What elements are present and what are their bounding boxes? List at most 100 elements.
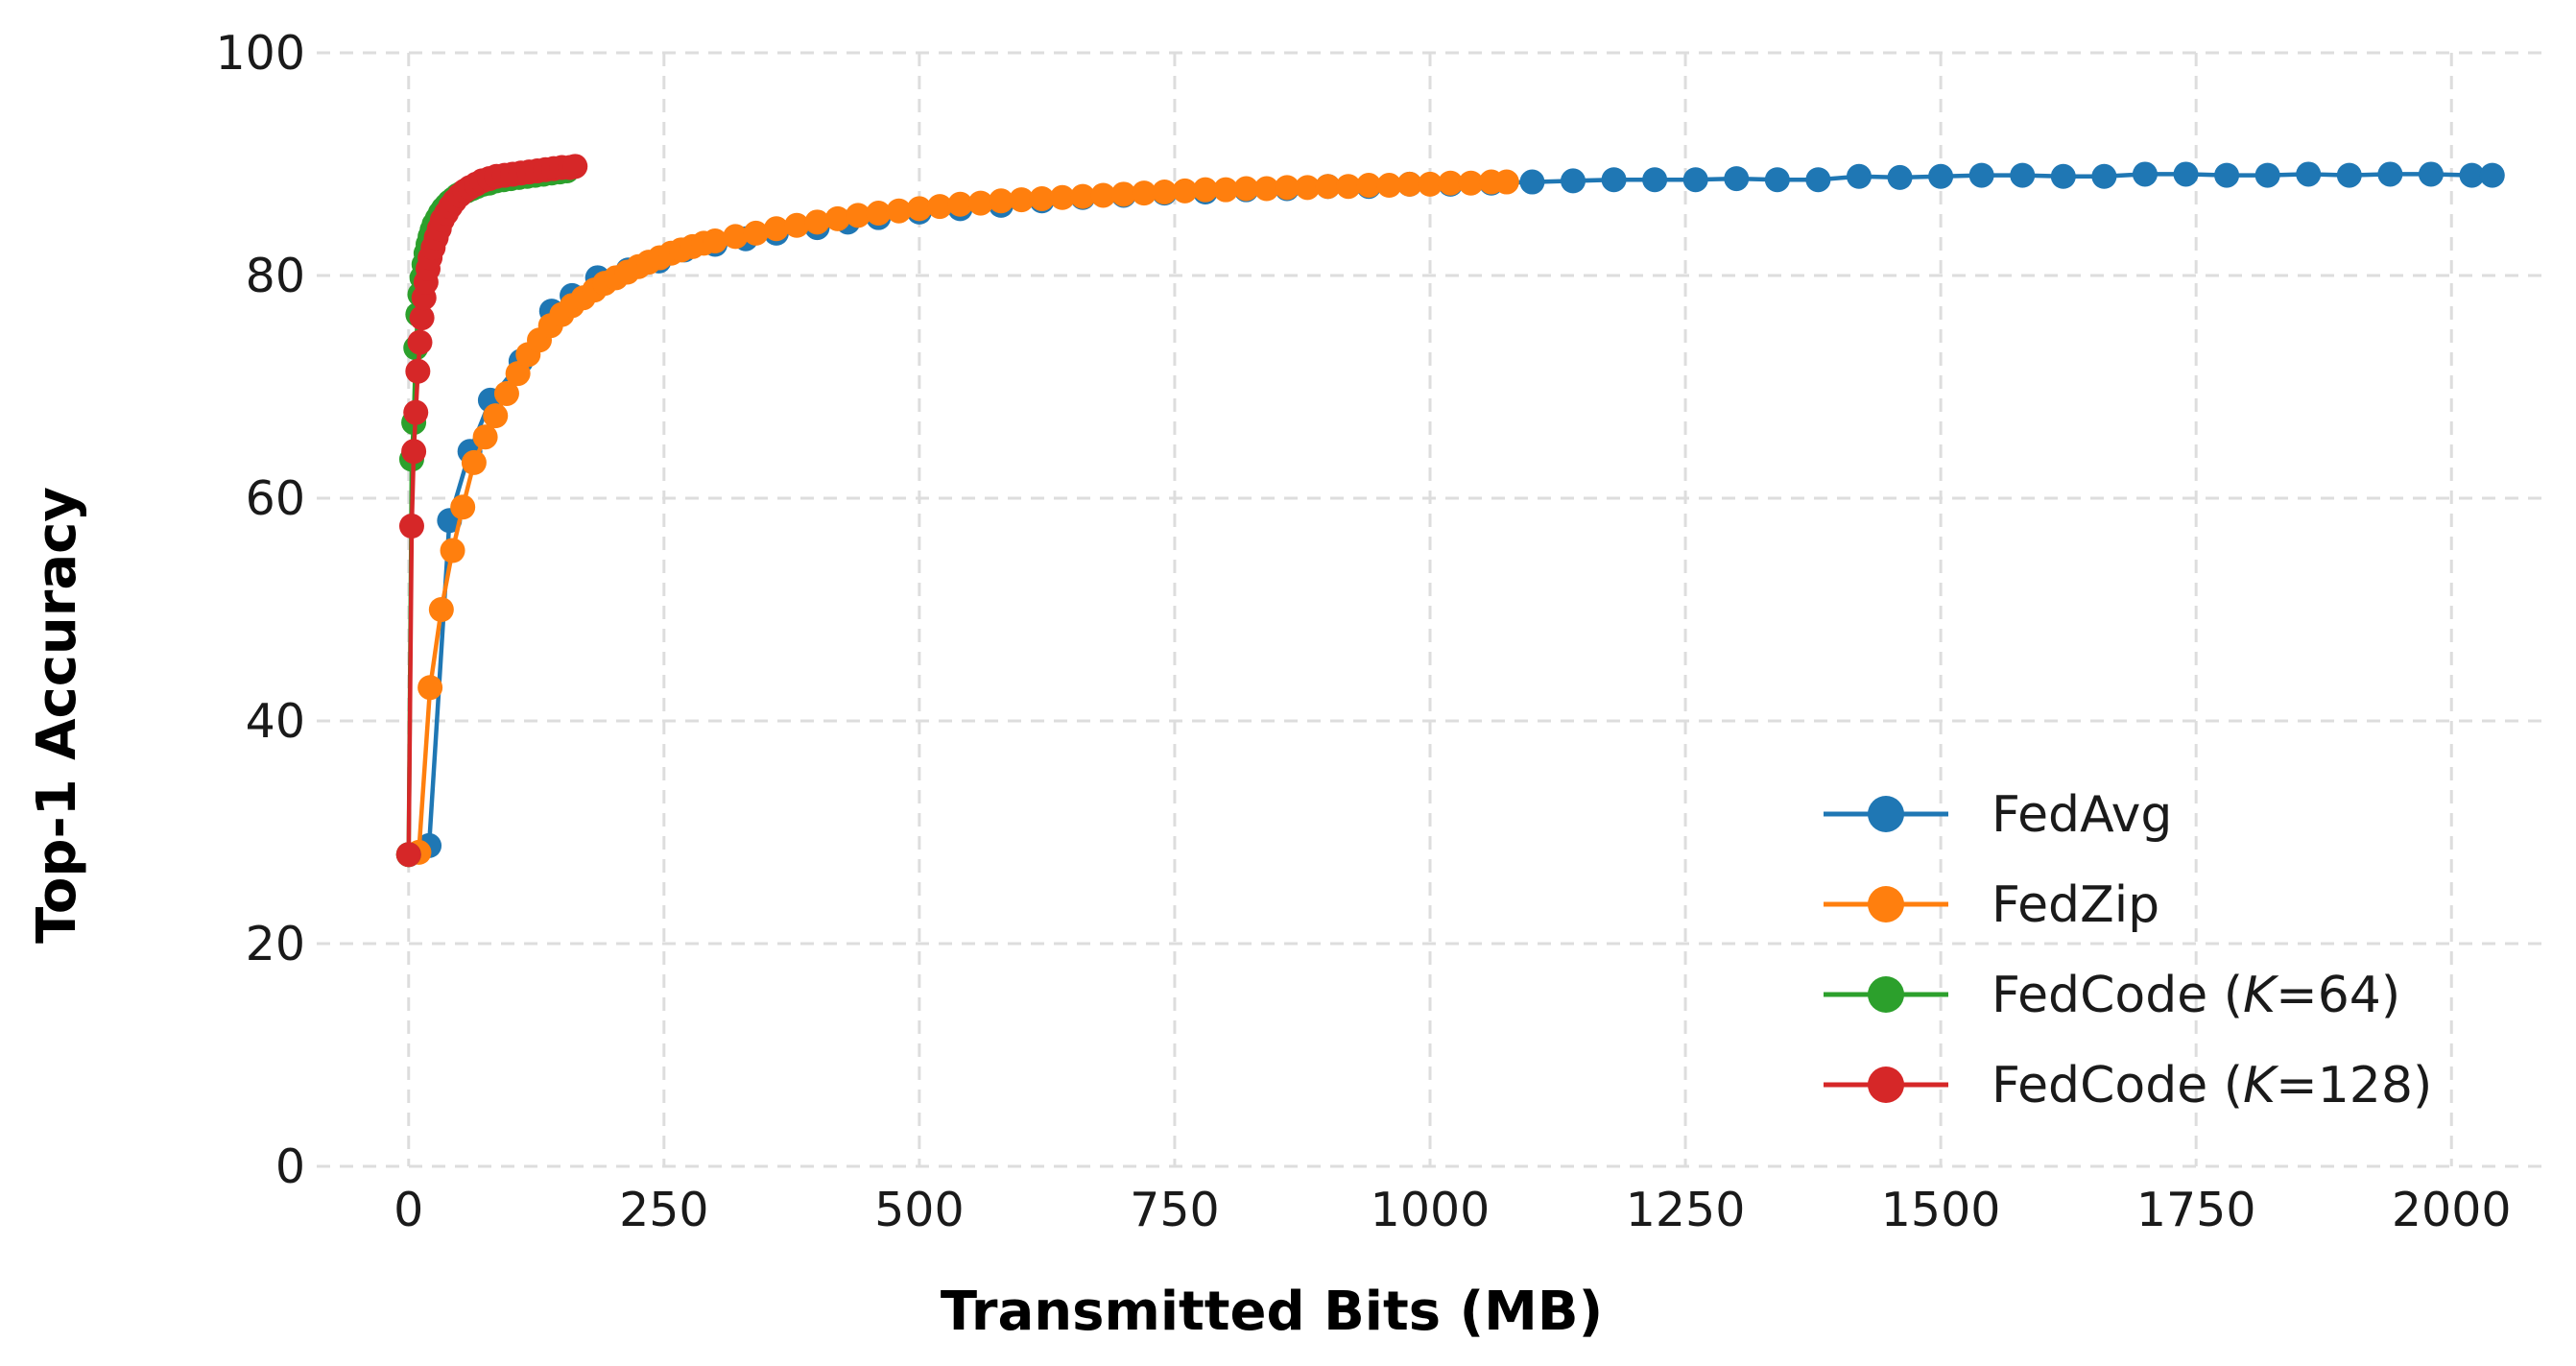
data-point [906, 196, 932, 222]
data-point [1335, 174, 1361, 200]
data-point [407, 329, 433, 355]
data-point [2050, 163, 2076, 189]
x-tick-label: 250 [619, 1183, 709, 1237]
x-tick-label: 2000 [2392, 1183, 2512, 1237]
data-point [2173, 161, 2199, 187]
y-axis-title: Top-1 Accuracy [26, 487, 88, 944]
data-point [846, 203, 871, 228]
data-point [2091, 163, 2117, 189]
data-point [1724, 166, 1750, 192]
data-point [1458, 170, 1484, 196]
data-point [866, 201, 892, 227]
data-point [763, 216, 789, 242]
data-point [562, 154, 588, 180]
data-point [505, 361, 531, 387]
data-point [428, 597, 454, 622]
series-3 [395, 154, 588, 868]
x-tick-label: 1000 [1371, 1183, 1491, 1237]
legend-item: FedAvg [1824, 786, 2172, 844]
data-point [2010, 162, 2036, 188]
data-point [1376, 173, 1402, 199]
data-point [2377, 161, 2403, 187]
data-point [395, 842, 421, 868]
legend-label: FedCode (K=128) [1992, 1057, 2432, 1114]
series-0 [395, 161, 2505, 868]
data-point [743, 220, 769, 246]
legend-label: FedAvg [1992, 786, 2172, 844]
y-axis-ticks: 0 20 40 60 80 100 [215, 26, 305, 1194]
data-point [1110, 181, 1136, 207]
grid [317, 51, 2543, 1168]
data-point [403, 399, 429, 425]
data-point [405, 358, 431, 384]
data-point [723, 224, 749, 250]
data-point [1493, 169, 1519, 195]
legend-item: FedCode (K=128) [1824, 1057, 2432, 1114]
x-tick-label: 750 [1130, 1183, 1220, 1237]
data-point [2479, 162, 2505, 188]
data-point [1438, 170, 1464, 196]
series-line [408, 180, 1507, 857]
legend: FedAvg FedZip FedCode (K=64) FedCode (K=128… [1824, 786, 2432, 1114]
legend-marker [1868, 886, 1904, 923]
data-point [784, 212, 810, 238]
series-1 [395, 169, 1519, 868]
legend-item: FedZip [1824, 876, 2159, 934]
data-point [493, 380, 519, 406]
data-point [967, 190, 993, 216]
x-axis-title: Transmitted Bits (MB) [941, 1281, 1603, 1343]
y-tick-label: 0 [275, 1139, 305, 1194]
legend-marker [1868, 1066, 1904, 1103]
data-point [472, 424, 498, 450]
data-point [2296, 161, 2322, 187]
data-point [2418, 161, 2444, 187]
y-tick-label: 60 [246, 471, 305, 526]
x-tick-label: 0 [394, 1183, 423, 1237]
legend-label: FedCode (K=64) [1992, 967, 2400, 1024]
data-point [1009, 187, 1035, 213]
y-tick-label: 100 [215, 26, 305, 81]
data-point [461, 449, 487, 475]
data-point [1356, 173, 1382, 199]
data-point [1172, 178, 1198, 204]
legend-label: FedZip [1992, 876, 2159, 934]
data-point [1601, 167, 1627, 193]
data-point [2214, 162, 2240, 188]
data-point [1887, 164, 1913, 190]
data-point [1418, 171, 1443, 197]
data-point [450, 494, 476, 520]
x-tick-label: 1250 [1626, 1183, 1746, 1237]
data-point [440, 538, 465, 563]
data-point [409, 305, 435, 331]
data-point [1682, 167, 1708, 193]
data-point [2132, 161, 2158, 187]
legend-marker [1868, 976, 1904, 1013]
data-point [1968, 162, 1994, 188]
data-point [398, 514, 424, 539]
data-point [1049, 184, 1075, 210]
data-point [417, 675, 443, 701]
data-point [703, 228, 728, 254]
data-point [483, 403, 509, 429]
data-point [1560, 168, 1586, 194]
y-tick-label: 20 [246, 917, 305, 971]
data-point [1132, 180, 1157, 206]
legend-item: FedCode (K=64) [1824, 967, 2400, 1024]
x-tick-label: 1750 [2136, 1183, 2256, 1237]
data-point [1846, 163, 1872, 189]
legend-marker [1868, 796, 1904, 832]
data-point [2254, 162, 2280, 188]
data-point [1029, 185, 1055, 211]
data-point [989, 188, 1014, 214]
data-point [2336, 162, 2362, 188]
data-point [824, 205, 850, 231]
data-point [1192, 177, 1218, 203]
data-point [1275, 175, 1300, 201]
x-axis-ticks: 0 250 500 750 1000 1250 1500 1750 2000 [394, 1183, 2511, 1237]
data-point [1253, 176, 1279, 202]
data-point [886, 198, 912, 224]
data-point [401, 439, 427, 465]
data-point [1295, 175, 1321, 201]
x-tick-label: 1500 [1881, 1183, 2001, 1237]
data-point [2459, 162, 2485, 188]
